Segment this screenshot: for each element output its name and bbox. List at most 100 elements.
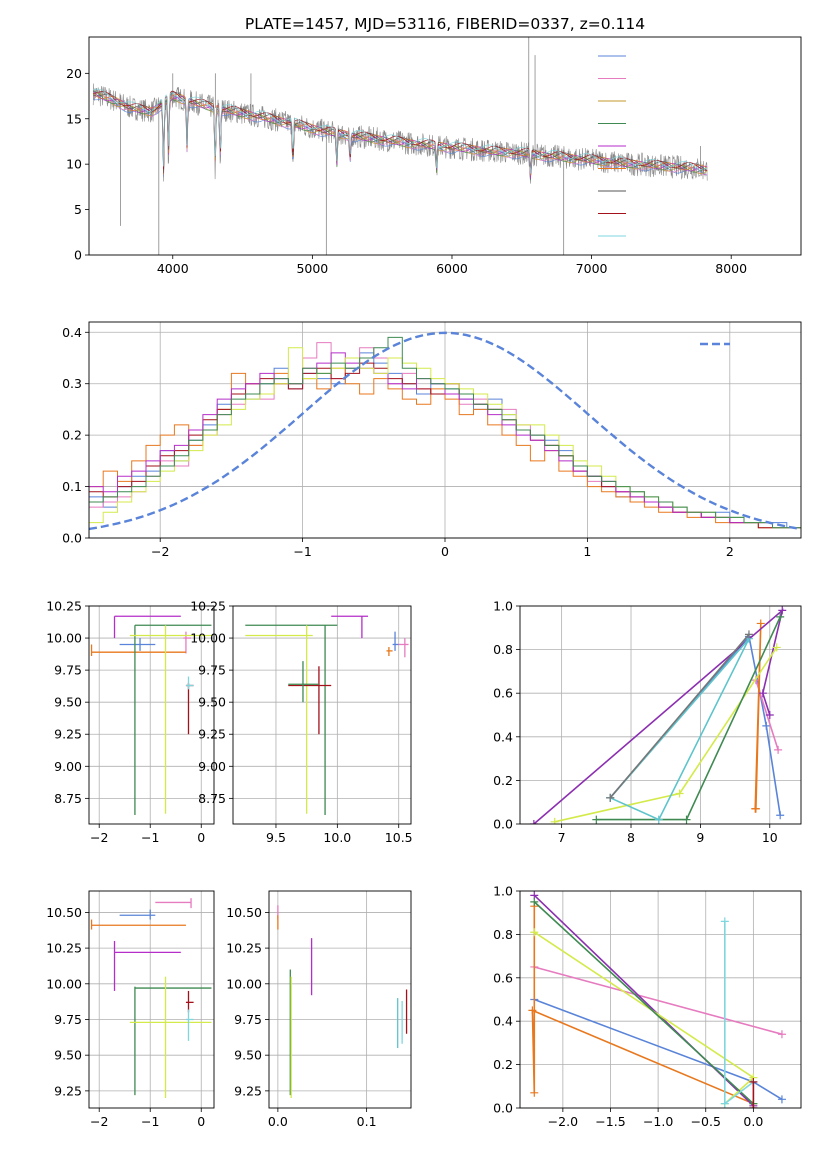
residuals-plot: −2 −1 0 1 2 0.0 0.1 0.2 0.3 0.4: [62, 321, 802, 559]
y-tick-label: 0.2: [493, 1057, 513, 1072]
y-tick-label: 10.00: [46, 976, 82, 991]
model-spectrum-line: [93, 88, 708, 174]
mass-vs-ebv-plot: 0.0 0.1 9.25 9.50 9.75 10.00 10.25 10.50: [226, 890, 412, 1129]
y-tick-label: 10.00: [226, 976, 262, 991]
y-tick-label: 9.75: [234, 1012, 262, 1027]
axes-frame: [519, 605, 802, 825]
x-tick-label: 10.5: [385, 830, 413, 845]
x-tick-label: 0: [441, 544, 449, 559]
model-spectrum-line: [92, 93, 708, 176]
axes-frame: [519, 890, 802, 1109]
axes-frame: [268, 890, 412, 1109]
plot-area: [90, 615, 212, 816]
error-bar-point: [119, 638, 156, 651]
weight-point-marker: [720, 917, 729, 926]
x-tick-label: 0.0: [268, 1114, 288, 1129]
error-bar-point: [155, 898, 192, 909]
y-tick-label: 9.25: [198, 727, 226, 742]
y-tick-label: 10.00: [46, 631, 82, 646]
y-tick-label: 10.50: [46, 905, 82, 920]
x-tick-label: −2: [90, 830, 108, 845]
mass-vs-metallicity-plot: −2 −1 0 9.25 9.50 9.75 10.00 10.25 10.50: [46, 890, 215, 1129]
y-tick-label: 9.75: [198, 663, 226, 678]
axes-frame: [232, 605, 412, 825]
y-tick-label: 1.0: [493, 884, 513, 899]
x-tick-label: 9: [696, 830, 704, 845]
weight-series-line: [534, 966, 783, 1035]
y-tick-label: 0.6: [493, 970, 513, 985]
weight-vs-age-plot: 7 8 9 10 0.0 0.2 0.4 0.6 0.8 1.0: [493, 599, 802, 845]
weight-point-marker: [530, 897, 539, 906]
weight-point-marker: [772, 643, 781, 652]
y-tick-label: 9.00: [54, 759, 82, 774]
weight-series-line: [609, 634, 781, 816]
error-bar-point: [331, 615, 369, 639]
axes-frame: [88, 36, 802, 256]
model-spectrum-line: [93, 90, 708, 181]
y-tick-label: 0.0: [62, 531, 82, 546]
weight-point-marker: [529, 820, 538, 824]
x-tick-label: 0: [197, 1114, 205, 1129]
x-tick-label: 2: [726, 544, 734, 559]
weight-series-line: [533, 608, 784, 824]
axes-frame: [88, 321, 802, 539]
y-tick-label: 20: [66, 66, 82, 81]
weight-point-marker: [762, 721, 771, 730]
plot-area: [529, 606, 787, 824]
x-tick-label: 6000: [436, 261, 468, 276]
y-tick-label: 10.00: [190, 631, 226, 646]
error-bar-point: [129, 625, 212, 814]
error-bar-point: [288, 666, 332, 735]
weight-point-marker: [749, 1077, 758, 1086]
spectrum-legend: [598, 55, 626, 237]
error-bar-point: [398, 638, 409, 658]
x-tick-label: 0: [197, 830, 205, 845]
weight-series-line: [754, 623, 762, 809]
weight-point-marker: [720, 1099, 729, 1108]
x-tick-label: 7000: [576, 261, 608, 276]
y-tick-label: 9.50: [198, 695, 226, 710]
y-tick-label: 15: [66, 111, 82, 126]
weight-point-marker: [744, 630, 753, 639]
error-bar-point: [134, 986, 212, 1096]
plot-area: [89, 331, 801, 538]
y-tick-label: 8.75: [198, 791, 226, 806]
x-tick-label: 10.0: [323, 830, 351, 845]
error-bar-point: [185, 676, 194, 690]
y-tick-label: 10.25: [190, 599, 226, 614]
weight-point-marker: [592, 815, 601, 824]
weight-point-marker: [751, 804, 760, 813]
error-bar-point: [113, 615, 181, 639]
x-tick-label: 7: [558, 830, 566, 845]
error-bar-point: [129, 976, 212, 1099]
error-bar-point: [288, 661, 319, 703]
x-tick-label: −2: [151, 544, 169, 559]
histogram-series: [89, 367, 801, 538]
weight-point-marker: [654, 815, 663, 824]
weight-point-marker: [776, 811, 785, 820]
plot-area: [277, 905, 408, 1099]
y-tick-label: 1.0: [493, 599, 513, 614]
weight-series-line: [533, 901, 754, 1105]
y-tick-label: 10.50: [226, 905, 262, 920]
y-tick-label: 0.8: [493, 927, 513, 942]
weight-point-marker: [550, 817, 559, 824]
y-tick-label: 9.25: [54, 727, 82, 742]
x-tick-label: −2.0: [548, 1114, 578, 1129]
y-tick-label: 0.4: [493, 729, 513, 744]
y-tick-label: 9.25: [234, 1083, 262, 1098]
age-vs-metallicity-plot: −2 −1 0 8.75 9.00 9.25 9.50 9.75 10.00 10.25: [46, 599, 215, 845]
x-tick-label: −1: [141, 830, 159, 845]
x-tick-label: 8000: [715, 261, 747, 276]
plot-area: [245, 615, 409, 816]
weight-point-marker: [756, 619, 765, 628]
error-bar-point: [134, 624, 212, 816]
x-tick-label: −1: [141, 1114, 159, 1129]
spectrum-plot: 4000 5000 6000 7000 8000 0 5 10 15 20: [66, 36, 802, 276]
y-tick-label: 0.8: [493, 642, 513, 657]
y-tick-label: 0.4: [62, 325, 82, 340]
axes-frame: [88, 605, 215, 825]
y-tick-label: 10.25: [226, 941, 262, 956]
x-tick-label: 5000: [296, 261, 328, 276]
weight-point-marker: [765, 711, 774, 719]
